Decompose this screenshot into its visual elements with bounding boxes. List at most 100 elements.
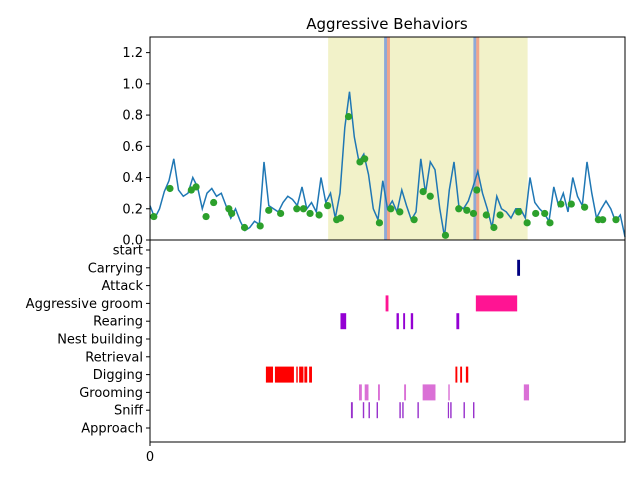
event-bar-9-1 [362, 402, 365, 419]
event-bar-4-1 [396, 313, 399, 330]
event-marker-35 [496, 211, 504, 219]
event-bar-8-4 [422, 384, 436, 401]
event-marker-11 [277, 209, 285, 218]
event-marker-34 [490, 223, 498, 232]
event-marker-43 [581, 203, 589, 211]
event-bar-9-3 [376, 402, 378, 419]
event-bar-9-10 [473, 402, 475, 419]
event-marker-38 [532, 209, 540, 218]
event-marker-40 [546, 219, 554, 227]
behavior-label-9: Sniff [114, 404, 144, 419]
event-raster-panel: start Carrying Attack Aggressive groom Reari… [26, 239, 626, 465]
event-marker-29 [455, 205, 463, 213]
event-bar-9-9 [463, 402, 465, 419]
event-marker-18 [336, 214, 345, 222]
behavior-label-10: Approach [81, 422, 143, 437]
event-bar-7-3 [299, 366, 304, 383]
event-marker-37 [523, 219, 531, 227]
y-tick-label-4: 0.8 [122, 109, 143, 124]
chart-title: Aggressive Behaviors [306, 15, 468, 33]
event-bar-9-5 [402, 402, 404, 419]
event-marker-3 [192, 183, 200, 191]
behavior-label-6: Retrieval [85, 350, 143, 365]
behavior-label-0: start [113, 244, 143, 259]
event-marker-1 [166, 184, 174, 193]
event-marker-14 [306, 209, 314, 218]
y-tick-label-3: 0.6 [122, 140, 143, 155]
event-bar-4-0 [340, 313, 347, 330]
event-marker-9 [256, 222, 264, 230]
behavior-label-1: Carrying [88, 261, 143, 276]
y-tick-label-5: 1.0 [122, 77, 143, 92]
event-bar-9-2 [368, 402, 370, 419]
event-marker-4 [202, 212, 210, 221]
event-bar-7-8 [465, 366, 469, 383]
event-bar-8-6 [523, 384, 530, 401]
event-marker-26 [419, 187, 427, 196]
event-marker-5 [210, 198, 218, 207]
event-bar-9-8 [450, 402, 452, 419]
event-marker-7 [228, 209, 236, 218]
event-bar-3-1 [475, 295, 518, 312]
event-bar-7-1 [274, 366, 294, 383]
event-bar-8-0 [359, 384, 362, 401]
event-bar-9-4 [399, 402, 401, 419]
event-marker-25 [410, 216, 418, 224]
vertical-marker-2 [473, 37, 477, 240]
event-marker-24 [396, 208, 404, 216]
event-bar-1-0 [517, 259, 521, 276]
event-bar-7-0 [265, 366, 274, 383]
event-marker-8 [240, 223, 249, 232]
event-marker-22 [375, 219, 384, 227]
event-marker-23 [387, 205, 395, 213]
y-tick-label-6: 1.2 [122, 46, 143, 61]
event-bar-7-4 [304, 366, 308, 383]
event-bar-7-2 [296, 366, 298, 383]
event-marker-36 [515, 208, 523, 216]
event-marker-13 [299, 205, 308, 213]
behavior-label-8: Grooming [79, 386, 143, 401]
event-marker-31 [469, 209, 478, 218]
event-marker-45 [599, 216, 607, 224]
event-marker-42 [567, 200, 575, 208]
event-bar-7-6 [455, 366, 458, 383]
event-marker-0 [150, 212, 158, 221]
event-bar-4-4 [456, 313, 460, 330]
event-bar-9-0 [350, 402, 353, 419]
event-marker-39 [541, 209, 549, 218]
event-bar-7-5 [309, 366, 312, 383]
event-marker-32 [473, 186, 481, 194]
event-marker-27 [426, 192, 434, 200]
line-plot-panel: 0.0 0.2 0.4 0.6 0.8 1.0 1.2 [122, 36, 626, 249]
event-marker-10 [265, 206, 273, 214]
y-tick-label-1: 0.2 [122, 202, 143, 217]
y-tick-label-0: 0.0 [122, 234, 143, 249]
y-tick-label-2: 0.4 [122, 171, 143, 186]
event-bar-7-7 [460, 366, 463, 383]
event-marker-21 [361, 155, 369, 163]
event-bar-8-1 [364, 384, 369, 401]
event-bar-8-3 [404, 384, 407, 401]
vertical-marker-0 [384, 37, 388, 240]
behavior-label-4: Rearing [93, 315, 143, 330]
behavior-label-3: Aggressive groom [26, 297, 143, 312]
vertical-marker-3 [476, 37, 480, 240]
event-marker-15 [315, 211, 323, 219]
event-bar-9-7 [447, 402, 450, 419]
event-bar-4-2 [403, 313, 406, 330]
event-marker-41 [557, 200, 565, 208]
event-bar-8-2 [378, 384, 380, 401]
event-marker-46 [612, 216, 620, 224]
event-marker-33 [482, 211, 490, 219]
behavior-label-2: Attack [101, 279, 143, 294]
vertical-marker-1 [386, 37, 390, 240]
event-bar-9-6 [417, 402, 419, 419]
event-bar-8-5 [448, 384, 450, 401]
highlight-span-0 [328, 37, 528, 240]
x-tick-label-0: 0 [146, 450, 154, 465]
behavior-label-5: Nest building [57, 333, 143, 348]
event-marker-19 [344, 113, 353, 121]
event-bar-4-3 [410, 313, 414, 330]
event-raster-frame [149, 239, 626, 443]
